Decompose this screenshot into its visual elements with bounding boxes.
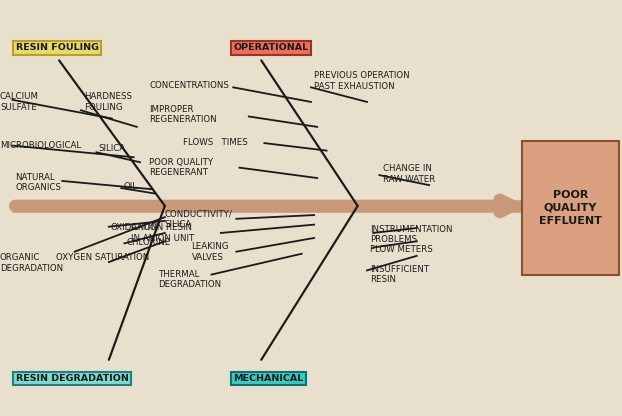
Text: RESIN DEGRADATION: RESIN DEGRADATION xyxy=(16,374,128,383)
Text: OPERATIONAL: OPERATIONAL xyxy=(233,43,309,52)
Text: HARDNESS
FOULING: HARDNESS FOULING xyxy=(84,92,132,111)
Text: OXYGEN SATURATION: OXYGEN SATURATION xyxy=(56,253,149,262)
Text: POOR
QUALITY
EFFLUENT: POOR QUALITY EFFLUENT xyxy=(539,190,602,226)
Text: INSTRUMENTATION
PROBLEMS: INSTRUMENTATION PROBLEMS xyxy=(370,225,453,244)
Text: POOR QUALITY
REGENERANT: POOR QUALITY REGENERANT xyxy=(149,158,213,177)
Text: IMPROPER
REGENERATION: IMPROPER REGENERATION xyxy=(149,105,217,124)
Text: CHANGE IN
RAW WATER: CHANGE IN RAW WATER xyxy=(383,164,435,183)
Text: LEAKING
VALVES: LEAKING VALVES xyxy=(192,243,229,262)
Text: SILICA: SILICA xyxy=(98,144,126,153)
Text: FLOWS   TIMES: FLOWS TIMES xyxy=(183,138,248,147)
Text: MECHANICAL: MECHANICAL xyxy=(233,374,304,383)
Text: CONCENTRATIONS: CONCENTRATIONS xyxy=(149,81,229,90)
Text: THERMAL
DEGRADATION: THERMAL DEGRADATION xyxy=(159,270,221,289)
Text: RESIN FOULING: RESIN FOULING xyxy=(16,43,98,52)
Text: ORGANIC
DEGRADATION: ORGANIC DEGRADATION xyxy=(0,253,63,272)
Text: CATION RESIN
IN ANION UNIT: CATION RESIN IN ANION UNIT xyxy=(131,223,194,243)
Text: CHLORINE: CHLORINE xyxy=(126,238,170,247)
Text: FLOW METERS: FLOW METERS xyxy=(370,245,433,254)
Text: PREVIOUS OPERATION
PAST EXHAUSTION: PREVIOUS OPERATION PAST EXHAUSTION xyxy=(314,72,410,91)
Text: OXIDATION: OXIDATION xyxy=(111,223,158,232)
Text: CALCIUM
SULFATE: CALCIUM SULFATE xyxy=(0,92,39,111)
Text: OIL: OIL xyxy=(123,182,137,191)
Text: CONDUCTIVITY/
SILICA: CONDUCTIVITY/ SILICA xyxy=(165,209,233,228)
Text: INSUFFICIENT
RESIN: INSUFFICIENT RESIN xyxy=(370,265,429,284)
Text: MICROBIOLOGICAL: MICROBIOLOGICAL xyxy=(0,141,81,150)
Text: NATURAL
ORGANICS: NATURAL ORGANICS xyxy=(16,173,62,192)
FancyBboxPatch shape xyxy=(522,141,619,275)
